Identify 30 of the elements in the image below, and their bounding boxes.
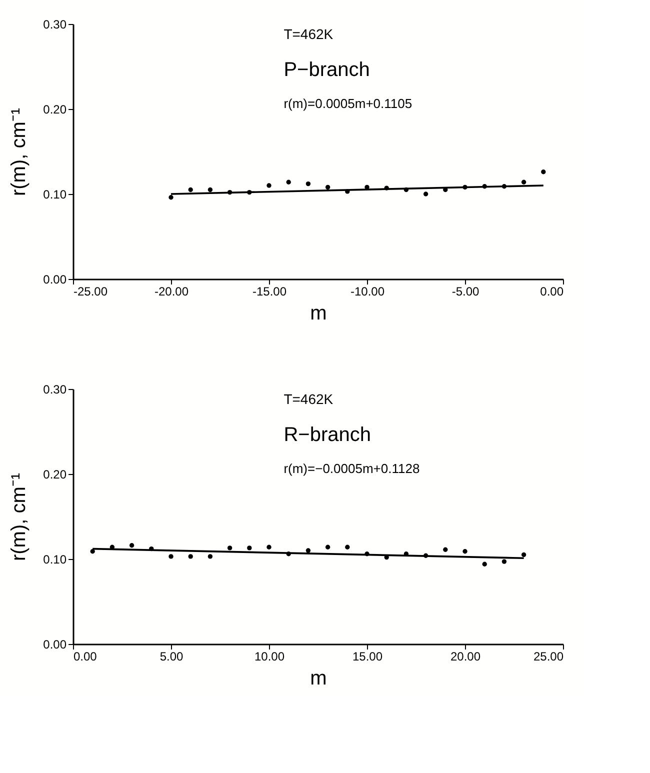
- x-tick-label: 0.00: [74, 650, 98, 664]
- x-axis-title: m: [310, 668, 327, 690]
- x-tick-label: -10.00: [350, 284, 385, 298]
- annotation: r(m)=−0.0005m+0.1128: [284, 461, 420, 476]
- x-tick-label: 10.00: [254, 650, 285, 664]
- y-tick-label: 0.10: [43, 552, 67, 566]
- y-tick-label: 0.10: [43, 188, 67, 202]
- annotation: R−branch: [284, 424, 371, 446]
- x-tick-label: -15.00: [252, 284, 287, 298]
- x-tick-label: 5.00: [160, 650, 184, 664]
- y-tick-label: 0.30: [43, 18, 67, 32]
- x-tick-label: -25.00: [74, 284, 108, 298]
- annotation: T=462K: [284, 391, 334, 407]
- x-tick-label: 25.00: [533, 650, 564, 664]
- y-tick-label: 0.00: [43, 272, 67, 286]
- x-tick-label: -20.00: [154, 284, 189, 298]
- annotation: r(m)=0.0005m+0.1105: [284, 96, 412, 111]
- y-axis-title: r(m), cm⁻¹: [8, 472, 30, 562]
- y-axis-title: r(m), cm⁻¹: [8, 108, 30, 196]
- y-tick-label: 0.00: [43, 638, 67, 652]
- x-tick-label: 20.00: [450, 650, 481, 664]
- x-axis-title: m: [310, 302, 327, 324]
- x-tick-label: 0.00: [540, 284, 564, 298]
- y-tick-label: 0.20: [43, 468, 67, 482]
- x-tick-label: 15.00: [352, 650, 383, 664]
- x-tick-label: -5.00: [452, 284, 480, 298]
- y-tick-label: 0.30: [43, 382, 67, 396]
- annotation: P−branch: [284, 59, 370, 81]
- annotation: T=462K: [284, 26, 334, 42]
- y-tick-label: 0.20: [43, 102, 67, 116]
